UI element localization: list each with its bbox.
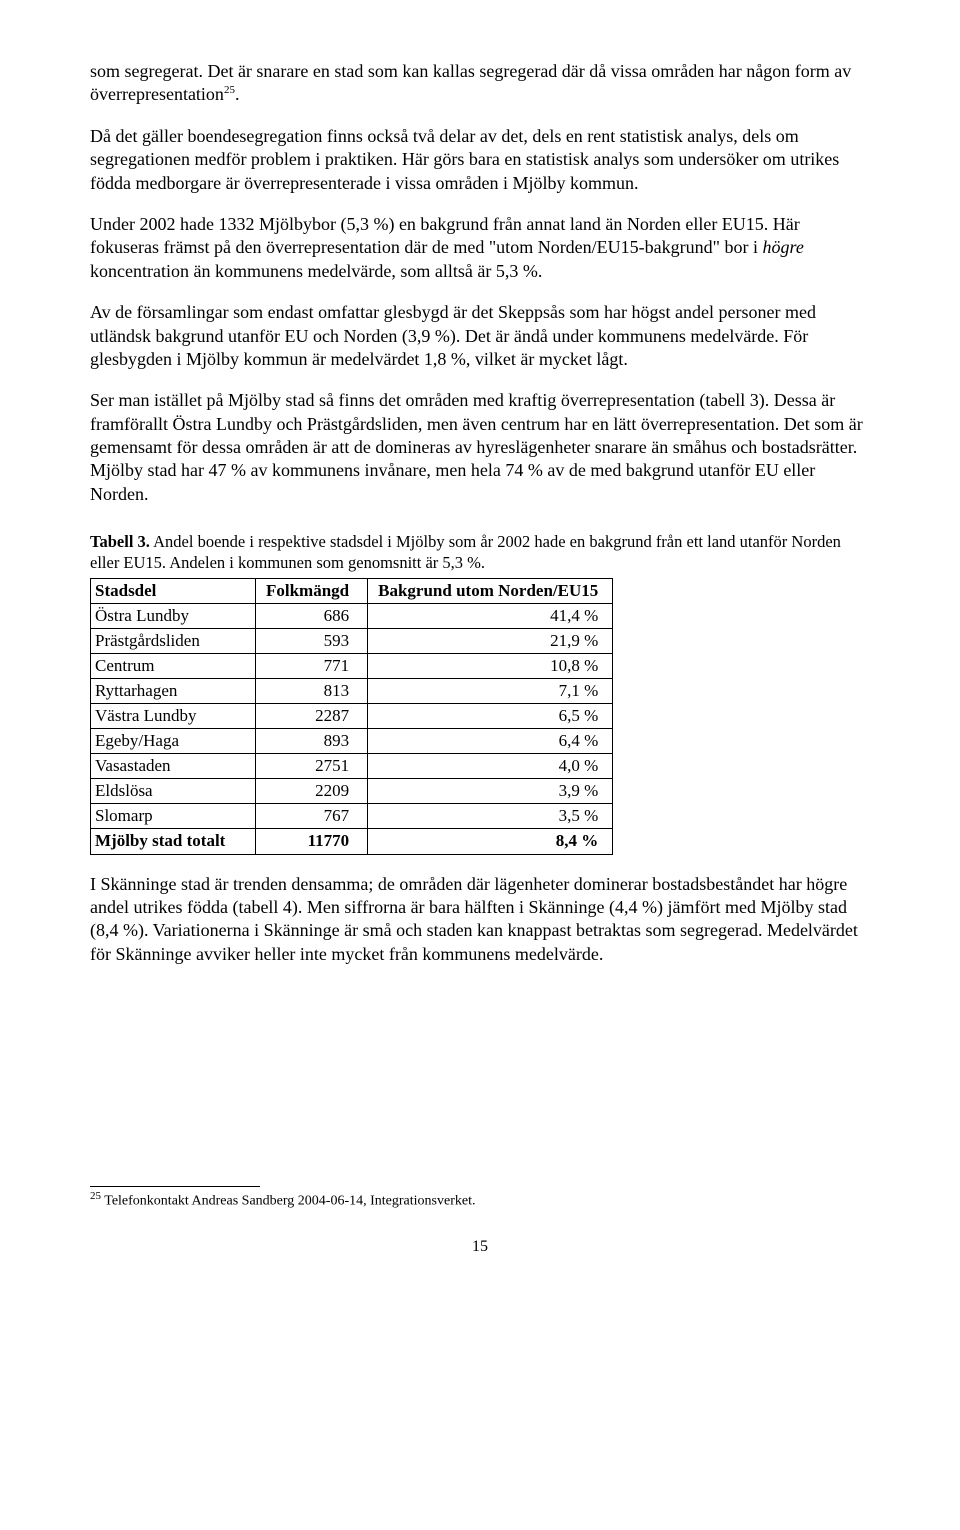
cell-stadsdel: Prästgårdsliden [91, 628, 256, 653]
cell-bakgrund: 3,5 % [368, 804, 613, 829]
table-3: Stadsdel Folkmängd Bakgrund utom Norden/… [90, 578, 613, 855]
cell-bakgrund: 6,5 % [368, 703, 613, 728]
footnote-25: 25 Telefonkontakt Andreas Sandberg 2004-… [90, 1189, 870, 1211]
table-total-row: Mjölby stad totalt117708,4 % [91, 829, 613, 854]
col-stadsdel: Stadsdel [91, 578, 256, 603]
paragraph-6: I Skänninge stad är trenden densamma; de… [90, 873, 870, 967]
cell-stadsdel: Vasastaden [91, 754, 256, 779]
cell-bakgrund: 4,0 % [368, 754, 613, 779]
cell-bakgrund: 3,9 % [368, 779, 613, 804]
page-number: 15 [90, 1237, 870, 1258]
table-row: Prästgårdsliden59321,9 % [91, 628, 613, 653]
cell-folkmangd: 893 [256, 729, 368, 754]
cell-folkmangd: 2287 [256, 703, 368, 728]
table-header-row: Stadsdel Folkmängd Bakgrund utom Norden/… [91, 578, 613, 603]
paragraph-2: Då det gäller boendesegregation finns oc… [90, 125, 870, 195]
paragraph-3: Under 2002 hade 1332 Mjölbybor (5,3 %) e… [90, 213, 870, 283]
table-row: Eldslösa22093,9 % [91, 779, 613, 804]
cell-folkmangd: 767 [256, 804, 368, 829]
footnote-ref-25: 25 [224, 84, 235, 96]
cell-folkmangd: 593 [256, 628, 368, 653]
table-row: Egeby/Haga8936,4 % [91, 729, 613, 754]
cell-total-folkmangd: 11770 [256, 829, 368, 854]
table-row: Ryttarhagen8137,1 % [91, 678, 613, 703]
cell-bakgrund: 21,9 % [368, 628, 613, 653]
table-row: Centrum77110,8 % [91, 653, 613, 678]
cell-folkmangd: 813 [256, 678, 368, 703]
cell-total-label: Mjölby stad totalt [91, 829, 256, 854]
cell-stadsdel: Ryttarhagen [91, 678, 256, 703]
col-folkmangd: Folkmängd [256, 578, 368, 603]
cell-total-bakgrund: 8,4 % [368, 829, 613, 854]
cell-folkmangd: 686 [256, 603, 368, 628]
table-3-caption: Tabell 3. Andel boende i respektive stad… [90, 532, 870, 573]
cell-bakgrund: 7,1 % [368, 678, 613, 703]
cell-folkmangd: 2751 [256, 754, 368, 779]
col-bakgrund: Bakgrund utom Norden/EU15 [368, 578, 613, 603]
table-row: Slomarp7673,5 % [91, 804, 613, 829]
cell-stadsdel: Västra Lundby [91, 703, 256, 728]
paragraph-5: Ser man istället på Mjölby stad så finns… [90, 389, 870, 506]
emphasis-hogre: högre [763, 237, 804, 257]
table-row: Östra Lundby68641,4 % [91, 603, 613, 628]
paragraph-1: som segregerat. Det är snarare en stad s… [90, 60, 870, 107]
cell-stadsdel: Slomarp [91, 804, 256, 829]
table-row: Västra Lundby22876,5 % [91, 703, 613, 728]
table-row: Vasastaden27514,0 % [91, 754, 613, 779]
cell-stadsdel: Östra Lundby [91, 603, 256, 628]
cell-bakgrund: 10,8 % [368, 653, 613, 678]
cell-folkmangd: 2209 [256, 779, 368, 804]
cell-stadsdel: Egeby/Haga [91, 729, 256, 754]
cell-folkmangd: 771 [256, 653, 368, 678]
footnote-separator [90, 1186, 260, 1187]
cell-bakgrund: 6,4 % [368, 729, 613, 754]
cell-bakgrund: 41,4 % [368, 603, 613, 628]
paragraph-4: Av de församlingar som endast omfattar g… [90, 301, 870, 371]
cell-stadsdel: Eldslösa [91, 779, 256, 804]
cell-stadsdel: Centrum [91, 653, 256, 678]
